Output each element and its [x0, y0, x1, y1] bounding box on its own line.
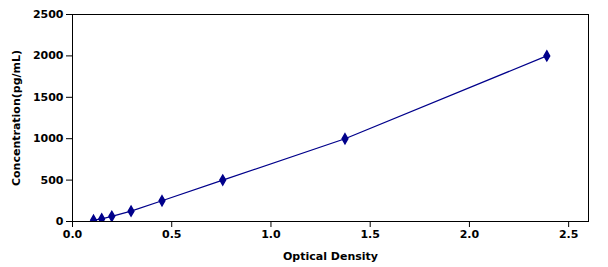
svg-text:0: 0 — [56, 215, 64, 228]
svg-text:500: 500 — [41, 174, 64, 187]
svg-text:1000: 1000 — [33, 132, 64, 145]
svg-text:1500: 1500 — [33, 91, 64, 104]
svg-text:1.5: 1.5 — [360, 228, 380, 241]
svg-text:Concentration(pg/mL): Concentration(pg/mL) — [10, 50, 23, 186]
svg-text:0.5: 0.5 — [162, 228, 182, 241]
svg-text:0.0: 0.0 — [63, 228, 83, 241]
svg-text:2500: 2500 — [33, 8, 64, 21]
svg-text:2.5: 2.5 — [559, 228, 579, 241]
svg-text:Optical Density: Optical Density — [283, 250, 378, 263]
svg-text:2000: 2000 — [33, 49, 64, 62]
svg-text:1.0: 1.0 — [261, 228, 281, 241]
svg-text:2.0: 2.0 — [460, 228, 480, 241]
